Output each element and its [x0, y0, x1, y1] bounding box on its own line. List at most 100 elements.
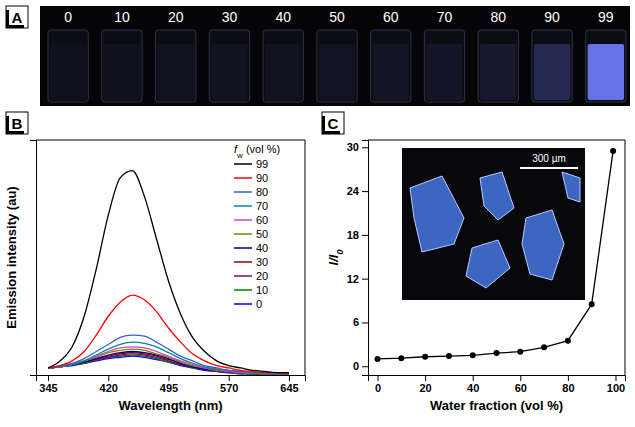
data-point [375, 356, 381, 362]
tick-mark [362, 322, 368, 323]
legend-label: 70 [256, 200, 268, 212]
tick-label: 6 [353, 316, 359, 328]
legend-swatch [234, 219, 252, 221]
vial-glow [373, 44, 409, 100]
tick-mark [425, 375, 426, 381]
crystal [410, 176, 464, 252]
tick: 40 [467, 375, 479, 394]
tick: 60 [515, 375, 527, 394]
tick-label: 495 [160, 382, 178, 394]
tick-label: 0 [353, 360, 359, 372]
vial: 99 [586, 9, 626, 102]
data-point [541, 344, 547, 350]
vial: 50 [317, 9, 357, 102]
axis-line [369, 376, 626, 382]
crystal [522, 210, 564, 280]
tick-mark [378, 375, 379, 381]
legend-swatch [234, 247, 252, 249]
data-point [446, 353, 452, 359]
vial-body [48, 30, 88, 102]
tick-label: 24 [347, 185, 360, 197]
tick: 345 [39, 375, 57, 394]
y-axis-title: Emission intensity (au) [4, 186, 19, 328]
tick-label: 100 [607, 382, 625, 394]
tick: 80 [562, 375, 574, 394]
letter-text: A [12, 9, 23, 26]
x-axis: 020406080100 [369, 375, 626, 394]
scale-bar [520, 167, 578, 169]
vial-glow [265, 44, 301, 100]
legend-label: 99 [256, 158, 268, 170]
data-point [610, 148, 616, 154]
vial-label: 60 [383, 9, 399, 25]
vial-glow [211, 44, 247, 100]
legend-swatch [234, 233, 252, 235]
data-point [517, 349, 523, 355]
tick-label: 40 [467, 382, 479, 394]
tick-mark [520, 375, 521, 381]
y-axis [30, 141, 37, 376]
plot-frame [368, 140, 625, 375]
tick-label: 60 [515, 382, 527, 394]
letter-text: B [12, 115, 23, 132]
vial-body [209, 30, 249, 102]
axis-line [30, 141, 37, 376]
vial: 20 [156, 9, 196, 102]
tick: 0 [353, 360, 368, 372]
vial-glow [588, 44, 624, 100]
vial-label: 99 [598, 9, 614, 25]
vial-glow [534, 44, 570, 100]
legend-label: 90 [256, 172, 268, 184]
vial-label: 90 [544, 9, 560, 25]
x-axis-title: Water fraction (vol %) [430, 398, 563, 413]
tick-mark [362, 147, 368, 148]
vial-body [478, 30, 518, 102]
scale-bar-label: 300 µm [532, 153, 566, 164]
vial-glow [50, 44, 86, 100]
vial-body [263, 30, 303, 102]
crystal [480, 172, 514, 220]
vial-label: 50 [329, 9, 345, 25]
tick-mark [615, 375, 616, 381]
vial: 90 [532, 9, 572, 102]
legend-swatch [234, 303, 252, 305]
vial-glow [480, 44, 516, 100]
legend-swatch [234, 205, 252, 207]
spectrum-line [48, 295, 289, 374]
vial: 70 [424, 9, 464, 102]
vial-body [424, 30, 464, 102]
tick: 0 [375, 375, 381, 394]
tick-label: 80 [562, 382, 574, 394]
tick-mark [289, 375, 290, 381]
tick-mark [362, 191, 368, 192]
legend-label: 0 [256, 298, 262, 310]
vial-label: 70 [437, 9, 453, 25]
data-point [398, 355, 404, 361]
legend-swatch [234, 163, 252, 165]
tick-label: 345 [39, 382, 57, 394]
data-point [470, 352, 476, 358]
vial-label: 30 [222, 9, 238, 25]
legend-swatch [234, 289, 252, 291]
letter-box [6, 112, 28, 134]
tick-mark [362, 279, 368, 280]
crystal [466, 240, 510, 288]
tick-mark [362, 235, 368, 236]
panel-letter: B [6, 112, 28, 134]
vial-label: 10 [114, 9, 130, 25]
spectrum-line [48, 171, 289, 373]
vial: 0 [48, 9, 88, 102]
tick-label: 420 [100, 382, 118, 394]
tick: 30 [347, 141, 368, 153]
vial: 40 [263, 9, 303, 102]
legend-label: 20 [256, 270, 268, 282]
axis-line [37, 376, 306, 382]
tick-mark [473, 375, 474, 381]
plot-area [375, 148, 617, 362]
vial-label: 40 [275, 9, 291, 25]
letter-box [322, 112, 344, 134]
panel-letter: A [6, 6, 28, 28]
vial-body [102, 30, 142, 102]
legend-label: 10 [256, 284, 268, 296]
tick: 18 [347, 229, 368, 241]
